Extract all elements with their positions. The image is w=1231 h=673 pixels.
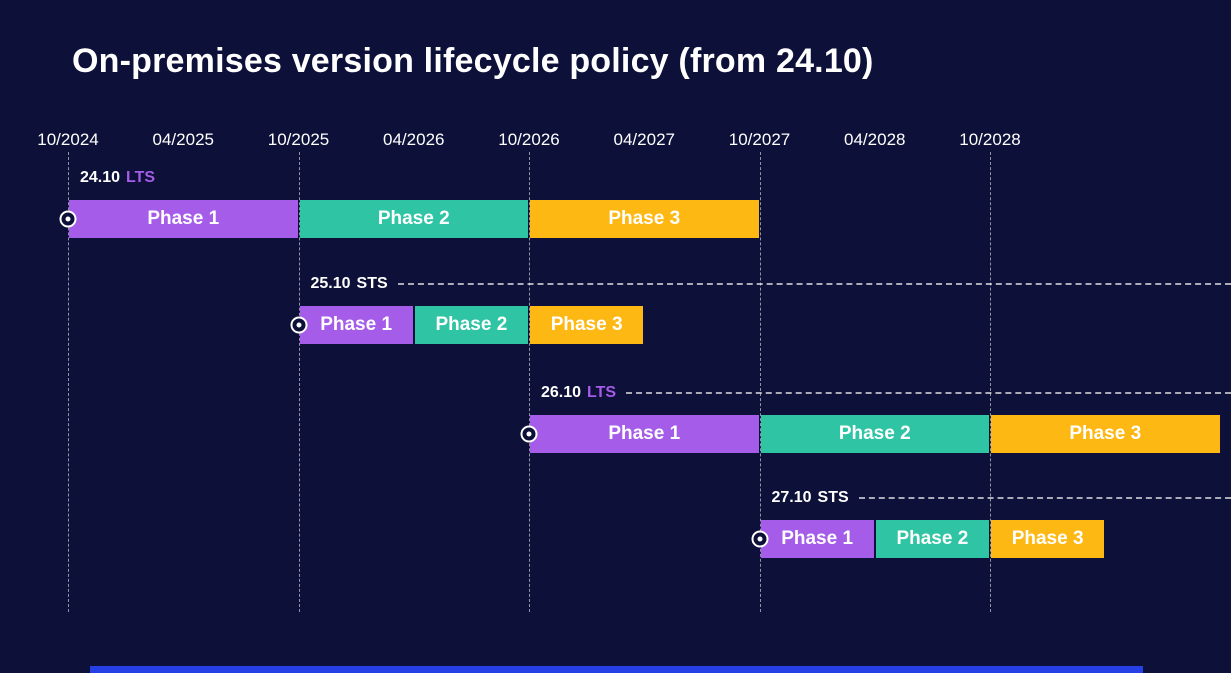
dashed-leader-line <box>626 392 1231 394</box>
version-tag: STS <box>356 275 388 292</box>
dashed-leader-line <box>397 283 1231 285</box>
vertical-gridline <box>759 152 761 612</box>
axis-tick-label: 10/2025 <box>267 130 330 149</box>
axis-tick-label: 04/2025 <box>152 130 214 149</box>
version-label: 26.10 <box>541 384 582 401</box>
phase-bar-label: Phase 1 <box>781 528 854 549</box>
release-start-marker-icon <box>520 425 538 443</box>
version-label: 27.10 <box>771 489 812 506</box>
phase-bar-label: Phase 3 <box>1069 423 1142 444</box>
axis-tick-label: 10/2024 <box>37 130 99 149</box>
phase-bar-label: Phase 3 <box>550 314 623 335</box>
release-start-marker-icon <box>59 210 77 228</box>
vertical-gridline <box>68 152 69 612</box>
bottom-accent-bar <box>90 666 1143 673</box>
phase-bar: Phase 3 <box>991 520 1105 558</box>
vertical-gridline <box>298 152 300 612</box>
phase-bar: Phase 2 <box>875 520 989 558</box>
phase-bar: Phase 2 <box>299 200 528 238</box>
phase-bar-label: Phase 2 <box>896 528 969 549</box>
axis-tick-label: 04/2026 <box>383 130 445 149</box>
axis-tick-label: 04/2028 <box>844 130 906 149</box>
version-tag: LTS <box>587 384 617 401</box>
version-tag: STS <box>817 489 849 506</box>
phase-bar: Phase 2 <box>414 306 528 344</box>
phase-bar-label: Phase 1 <box>320 314 393 335</box>
version-tag: LTS <box>126 169 156 186</box>
version-label: 25.10 <box>310 275 351 292</box>
axis-tick-label: 10/2027 <box>728 130 791 149</box>
version-label: 24.10 <box>80 169 121 186</box>
phase-bar-label: Phase 1 <box>147 208 220 229</box>
phase-bar-label: Phase 1 <box>608 423 681 444</box>
phase-bar-label: Phase 3 <box>1011 528 1084 549</box>
release-start-marker-icon <box>751 530 768 548</box>
phase-bar-label: Phase 2 <box>377 208 450 229</box>
phase-bar-label: Phase 3 <box>608 208 681 229</box>
page-title: On-premises version lifecycle policy (fr… <box>72 42 874 80</box>
vertical-gridline <box>990 152 991 612</box>
axis-tick-label: 10/2026 <box>498 130 560 149</box>
vertical-gridline <box>529 152 530 612</box>
phase-bar-label: Phase 2 <box>838 423 911 444</box>
release-start-marker-icon <box>290 316 307 334</box>
phase-bar: Phase 3 <box>530 200 759 238</box>
phase-bar: Phase 3 <box>530 306 644 344</box>
phase-bar: Phase 1 <box>760 520 874 558</box>
phase-bar: Phase 1 <box>299 306 413 344</box>
axis-tick-label: 04/2027 <box>613 130 675 149</box>
phase-bar-label: Phase 2 <box>435 314 508 335</box>
phase-bar: Phase 1 <box>69 200 298 238</box>
axis-tick-label: 10/2028 <box>959 130 1021 149</box>
phase-bar: Phase 2 <box>760 415 989 453</box>
dashed-leader-line <box>858 497 1231 499</box>
phase-bar: Phase 3 <box>991 415 1220 453</box>
phase-bar: Phase 1 <box>530 415 759 453</box>
